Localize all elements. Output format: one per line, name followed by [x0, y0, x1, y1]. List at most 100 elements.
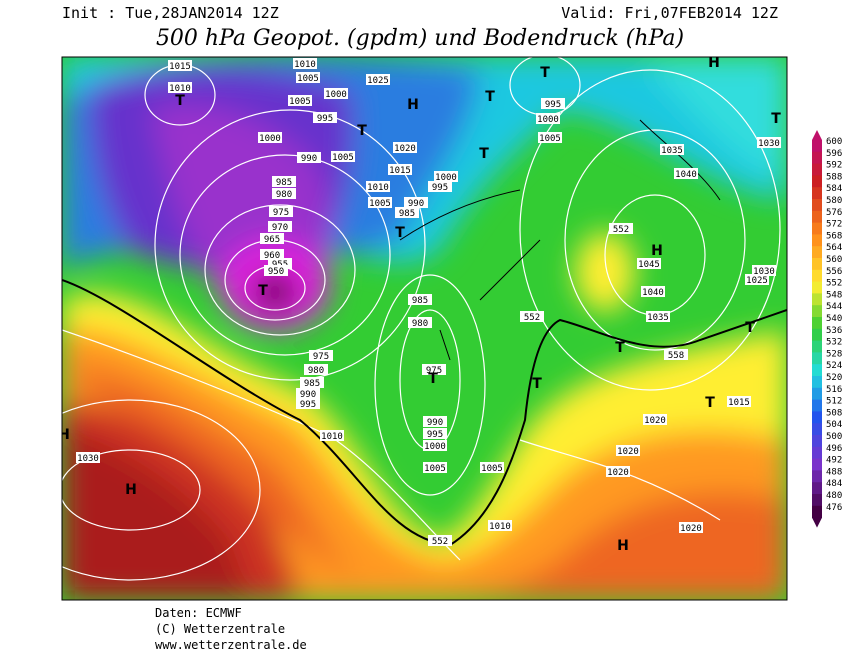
- isobar-label: 995: [432, 183, 448, 193]
- colorbar-label: 568: [826, 231, 842, 241]
- isobar-label: 950: [268, 267, 284, 277]
- colorbar-swatch: [812, 187, 822, 200]
- colorbar-label: 500: [826, 432, 842, 442]
- isobar-label-bg: [488, 520, 512, 531]
- isobar-label-bg: [404, 197, 428, 208]
- colorbar-swatch: [812, 435, 822, 448]
- pressure-center: T: [485, 89, 495, 105]
- isobar-label-bg: [296, 398, 320, 409]
- colorbar-label: 524: [826, 361, 842, 371]
- colorbar-swatch: [812, 376, 822, 389]
- footer-url: www.wetterzentrale.de: [155, 638, 307, 652]
- isobar-label: 1020: [644, 416, 666, 426]
- thickness-label-bg: [609, 223, 633, 234]
- colorbar-swatch: [812, 175, 822, 188]
- isobar-label-bg: [260, 249, 284, 260]
- isobar-label-bg: [272, 176, 296, 187]
- isobar-label-bg: [423, 428, 447, 439]
- colorbar-label: 544: [826, 302, 842, 312]
- colorbar-label: 540: [826, 314, 842, 324]
- pressure-center: H: [125, 482, 137, 498]
- colorbar-swatch: [812, 163, 822, 176]
- isobar-label: 1005: [369, 199, 391, 209]
- isobar-label-bg: [304, 364, 328, 375]
- isobar-label: 1005: [332, 153, 354, 163]
- isobar-label: 1010: [294, 60, 316, 70]
- thickness-label: 552: [432, 537, 448, 547]
- pressure-center: H: [617, 538, 629, 554]
- pressure-center: T: [771, 111, 781, 127]
- pressure-center: T: [532, 376, 542, 392]
- isobar-label-bg: [408, 294, 432, 305]
- pressure-center: T: [745, 320, 755, 336]
- colorbar-label: 552: [826, 279, 842, 289]
- isobar-label-bg: [541, 98, 565, 109]
- colorbar-swatch: [812, 340, 822, 353]
- isobar-label: 980: [412, 319, 428, 329]
- pressure-center: T: [705, 395, 715, 411]
- pressure-center: T: [540, 65, 550, 81]
- pressure-center: H: [651, 243, 663, 259]
- map-title: 500 hPa Geopot. (gpdm) und Bodendruck (h…: [156, 26, 684, 51]
- map-frame: [61, 56, 788, 601]
- isobar-label: 1030: [77, 454, 99, 464]
- isobar-label: 1040: [642, 288, 664, 298]
- pressure-center: T: [615, 340, 625, 356]
- isobar-label-bg: [366, 181, 390, 192]
- isobar-label: 1035: [661, 146, 683, 156]
- isobar-label: 1010: [321, 432, 343, 442]
- colorbar-swatch: [812, 364, 822, 377]
- colorbar-label: 556: [826, 267, 842, 277]
- isobar-label-bg: [423, 440, 447, 451]
- colorbar-label: 564: [826, 243, 842, 253]
- colorbar-swatch: [812, 305, 822, 318]
- isobar-label-bg: [752, 265, 776, 276]
- footer-copyright: (C) Wetterzentrale: [155, 622, 285, 636]
- isobar-label-bg: [320, 430, 344, 441]
- isobar-label: 1010: [169, 84, 191, 94]
- isobar-label: 1000: [537, 115, 559, 125]
- colorbar-label: 496: [826, 444, 842, 454]
- colorbar-swatch: [812, 281, 822, 294]
- isobar-label: 975: [273, 208, 289, 218]
- colorbar-swatch: [812, 399, 822, 412]
- thickness-label-bg: [664, 349, 688, 360]
- colorbar-label: 508: [826, 408, 842, 418]
- isobar-label-bg: [606, 466, 630, 477]
- colorbar-swatch: [812, 293, 822, 306]
- isobar-label: 990: [427, 418, 443, 428]
- isobar-label: 995: [427, 430, 443, 440]
- isobar-label: 1010: [489, 522, 511, 532]
- isobar-label: 985: [412, 296, 428, 306]
- colorbar-label: 476: [826, 503, 842, 513]
- footer-source: Daten: ECMWF: [155, 606, 242, 620]
- isobar-label: 1000: [259, 134, 281, 144]
- isobar-label-bg: [423, 462, 447, 473]
- isobar-label: 1005: [289, 97, 311, 107]
- isobar-label-bg: [727, 396, 751, 407]
- isobar-label: 1000: [435, 173, 457, 183]
- isobar-label-bg: [331, 151, 355, 162]
- isobar-label: 1015: [389, 166, 411, 176]
- isobar-label: 985: [399, 209, 415, 219]
- isobar-label-bg: [757, 137, 781, 148]
- isobar-label-bg: [76, 452, 100, 463]
- isobar-label-bg: [269, 206, 293, 217]
- isobar-label-bg: [679, 522, 703, 533]
- colorbar-label: 528: [826, 349, 842, 359]
- contour-552: [62, 279, 787, 547]
- pressure-center: T: [357, 123, 367, 139]
- colorbar-label: 596: [826, 149, 842, 159]
- isobar-label-bg: [393, 142, 417, 153]
- isobar-label: 965: [264, 235, 280, 245]
- colorbar-label: 572: [826, 220, 842, 230]
- isobar-label: 1005: [297, 74, 319, 84]
- isobar-label-bg: [309, 350, 333, 361]
- isobar-label-bg: [388, 164, 412, 175]
- isobar-label-bg: [538, 132, 562, 143]
- isobar-label: 1000: [325, 90, 347, 100]
- isobar-label: 960: [264, 251, 280, 261]
- isobar-label: 1020: [394, 144, 416, 154]
